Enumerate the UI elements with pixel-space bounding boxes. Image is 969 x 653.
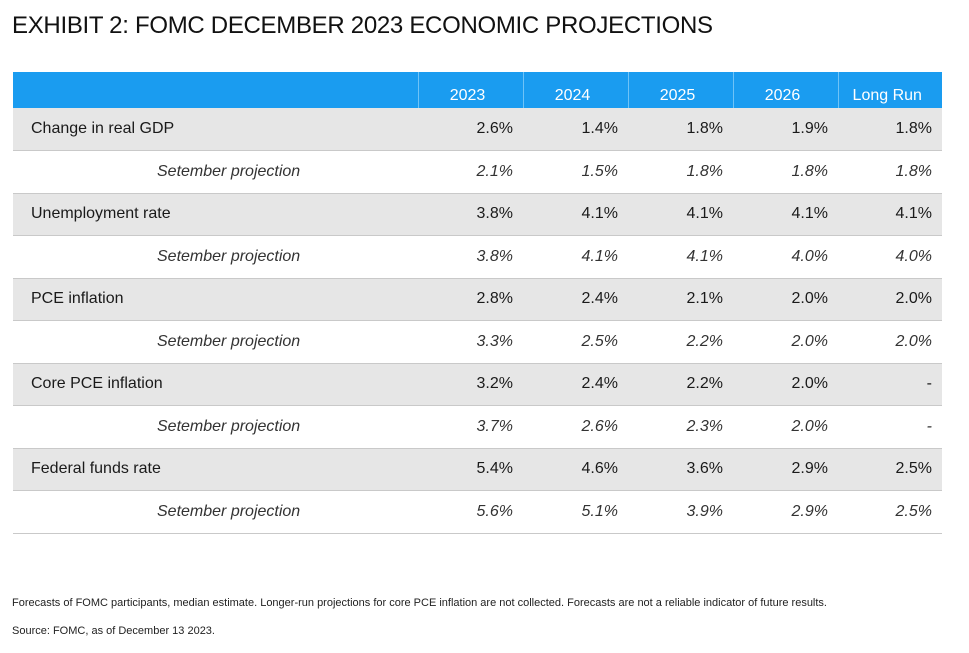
sub-row-label: Setember projection (13, 405, 418, 449)
column-header: 2025 (627, 72, 733, 108)
sub-row-label: Setember projection (13, 235, 418, 279)
row-label: Change in real GDP (13, 108, 418, 151)
table-cell: 2.2% (628, 363, 733, 406)
table-cell: 2.4% (523, 363, 628, 406)
table-cell: 1.4% (523, 108, 628, 151)
table-cell: 4.1% (523, 235, 628, 279)
table-cell: 3.8% (418, 235, 523, 279)
table-cell: 4.6% (523, 448, 628, 491)
header-label-cell (13, 72, 418, 108)
table-header-row: 2023 2024 2025 2026 Long Run (13, 72, 942, 108)
table-cell: 1.8% (733, 150, 838, 194)
table-cell: 1.8% (628, 150, 733, 194)
table-cell: 2.6% (523, 405, 628, 449)
table-cell: 3.3% (418, 320, 523, 364)
row-label: Federal funds rate (13, 448, 418, 491)
table-row-sub: Setember projection 3.7% 2.6% 2.3% 2.0% … (13, 405, 942, 449)
table-cell: 2.9% (733, 490, 838, 534)
table-row-sub: Setember projection 3.8% 4.1% 4.1% 4.0% … (13, 235, 942, 279)
table-cell: 2.9% (733, 448, 838, 491)
table-cell: - (838, 405, 942, 449)
table-cell: 2.3% (628, 405, 733, 449)
sub-row-label: Setember projection (13, 320, 418, 364)
table-cell: 5.1% (523, 490, 628, 534)
projections-table-container: 2023 2024 2025 2026 Long Run Change in r… (13, 72, 942, 534)
table-cell: 2.0% (838, 278, 942, 321)
exhibit-title: EXHIBIT 2: FOMC DECEMBER 2023 ECONOMIC P… (12, 12, 713, 39)
column-header: 2023 (417, 72, 523, 108)
table-cell: 1.8% (838, 108, 942, 151)
table-cell: 4.1% (838, 193, 942, 236)
table-cell: 1.9% (733, 108, 838, 151)
row-label: PCE inflation (13, 278, 418, 321)
sub-row-label: Setember projection (13, 150, 418, 194)
table-row-sub: Setember projection 2.1% 1.5% 1.8% 1.8% … (13, 150, 942, 194)
column-header: 2024 (522, 72, 628, 108)
table-row: Change in real GDP 2.6% 1.4% 1.8% 1.9% 1… (13, 108, 942, 151)
table-cell: 3.9% (628, 490, 733, 534)
table-cell: 2.0% (733, 278, 838, 321)
table-cell: 2.0% (733, 405, 838, 449)
table-cell: 4.0% (733, 235, 838, 279)
table-cell: 1.5% (523, 150, 628, 194)
table-cell: 2.0% (838, 320, 942, 364)
table-cell: 5.4% (418, 448, 523, 491)
table-cell: 4.1% (628, 193, 733, 236)
footnote: Forecasts of FOMC participants, median e… (12, 597, 827, 609)
column-header: 2026 (732, 72, 838, 108)
table-cell: 3.7% (418, 405, 523, 449)
table-cell: 2.0% (733, 363, 838, 406)
table-cell: 2.5% (838, 490, 942, 534)
table-cell: 2.0% (733, 320, 838, 364)
table-cell: 4.0% (838, 235, 942, 279)
table-cell: 5.6% (418, 490, 523, 534)
row-label: Unemployment rate (13, 193, 418, 236)
table-cell: 2.5% (838, 448, 942, 491)
table-row: Federal funds rate 5.4% 4.6% 3.6% 2.9% 2… (13, 448, 942, 491)
table-cell: 4.1% (733, 193, 838, 236)
table-cell: 4.1% (523, 193, 628, 236)
table-cell: 1.8% (838, 150, 942, 194)
table-cell: 2.4% (523, 278, 628, 321)
source-note: Source: FOMC, as of December 13 2023. (12, 625, 215, 637)
table-row: Core PCE inflation 3.2% 2.4% 2.2% 2.0% - (13, 363, 942, 406)
row-label: Core PCE inflation (13, 363, 418, 406)
projections-table: 2023 2024 2025 2026 Long Run Change in r… (13, 72, 942, 534)
table-cell: 2.5% (523, 320, 628, 364)
sub-row-label: Setember projection (13, 490, 418, 534)
table-cell: - (838, 363, 942, 406)
table-row-sub: Setember projection 5.6% 5.1% 3.9% 2.9% … (13, 490, 942, 534)
table-cell: 3.6% (628, 448, 733, 491)
table-cell: 2.1% (418, 150, 523, 194)
table-cell: 3.2% (418, 363, 523, 406)
column-header: Long Run (837, 72, 942, 108)
table-row: PCE inflation 2.8% 2.4% 2.1% 2.0% 2.0% (13, 278, 942, 321)
table-row-sub: Setember projection 3.3% 2.5% 2.2% 2.0% … (13, 320, 942, 364)
table-cell: 2.8% (418, 278, 523, 321)
table-cell: 2.6% (418, 108, 523, 151)
table-cell: 2.2% (628, 320, 733, 364)
table-cell: 3.8% (418, 193, 523, 236)
table-row: Unemployment rate 3.8% 4.1% 4.1% 4.1% 4.… (13, 193, 942, 236)
table-cell: 1.8% (628, 108, 733, 151)
table-cell: 2.1% (628, 278, 733, 321)
table-cell: 4.1% (628, 235, 733, 279)
